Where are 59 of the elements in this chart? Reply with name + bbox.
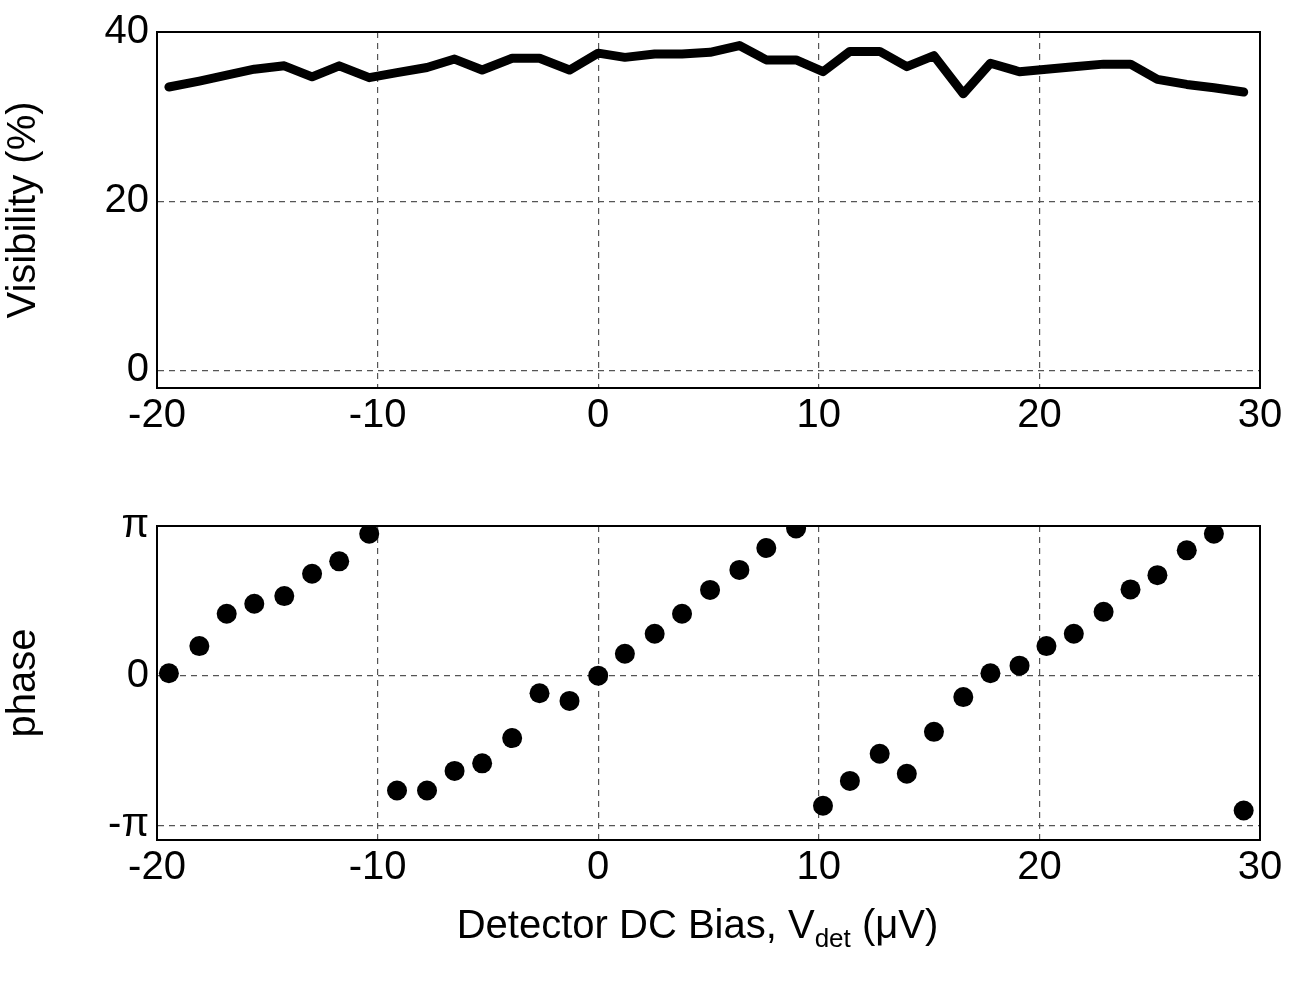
point <box>1147 565 1168 586</box>
x-tick-label: 30 <box>1237 391 1283 436</box>
y-tick-label: -π <box>108 800 149 845</box>
point <box>472 753 493 774</box>
x-tick-label: 0 <box>587 843 610 888</box>
x-tick-label: 20 <box>1017 391 1062 436</box>
point <box>274 586 295 607</box>
point <box>644 623 665 644</box>
point <box>923 721 944 742</box>
x-tick-label: -20 <box>128 391 186 436</box>
x-tick-label: 10 <box>796 843 842 888</box>
y-tick-label: 20 <box>104 176 149 221</box>
point <box>1009 655 1030 676</box>
y-axis-title: phase <box>0 628 44 738</box>
point <box>529 683 550 704</box>
point <box>953 687 974 708</box>
point <box>559 690 580 711</box>
x-tick-label: 10 <box>796 391 842 436</box>
point <box>588 665 609 686</box>
point <box>502 728 523 749</box>
x-tick-label: -10 <box>348 391 407 436</box>
point <box>672 603 693 624</box>
y-tick-label: 0 <box>126 650 149 695</box>
y-tick-label: π <box>121 501 149 546</box>
point <box>756 537 777 558</box>
x-tick-label: 20 <box>1017 843 1062 888</box>
point <box>700 579 721 600</box>
point <box>302 563 323 584</box>
point <box>444 760 465 781</box>
point <box>329 551 350 572</box>
point <box>896 763 917 784</box>
point <box>812 795 833 816</box>
x-tick-label: -10 <box>348 843 407 888</box>
point <box>1203 526 1224 544</box>
point <box>839 770 860 791</box>
point <box>1063 623 1084 644</box>
y-tick-label: 0 <box>126 345 149 390</box>
point <box>216 603 237 624</box>
x-tick-label: -20 <box>128 843 186 888</box>
point <box>1036 636 1057 657</box>
point <box>387 780 408 801</box>
point <box>158 663 179 684</box>
point <box>1120 579 1141 600</box>
point <box>1233 800 1254 821</box>
y-tick-label: 40 <box>104 7 149 52</box>
point <box>980 663 1001 684</box>
point <box>869 743 890 764</box>
y-axis-title: Visibility (%) <box>0 101 44 319</box>
point <box>729 559 750 580</box>
point <box>189 636 210 657</box>
point <box>614 643 635 664</box>
point <box>359 526 380 544</box>
point <box>1176 540 1197 561</box>
point <box>417 780 438 801</box>
point <box>1093 601 1114 622</box>
x-tick-label: 30 <box>1237 843 1283 888</box>
x-tick-label: 0 <box>587 391 610 436</box>
x-axis-title: Detector DC Bias, V$_{det}$ (μV) <box>455 902 940 954</box>
point <box>244 593 265 614</box>
